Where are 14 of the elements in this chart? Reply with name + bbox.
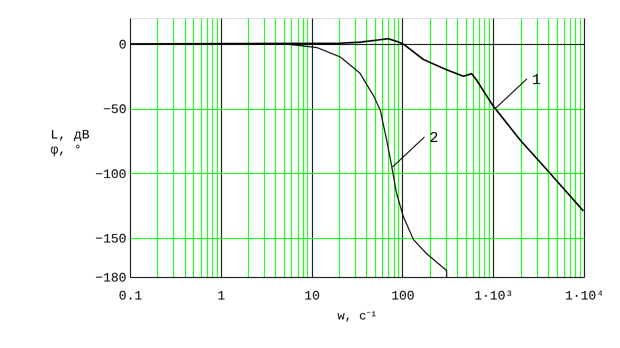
- x-tick-label: 10: [304, 288, 320, 304]
- y-tick-label: −50: [103, 102, 126, 118]
- x-tick-label: 1: [217, 288, 226, 304]
- y-tick-label: −100: [95, 166, 126, 182]
- x-axis-title: w, с⁻¹: [337, 310, 378, 324]
- y-tick-label: −150: [95, 232, 126, 247]
- y-tick-label: 0: [118, 37, 126, 52]
- y-tick-label: −180: [95, 270, 126, 286]
- text: L, дВ: [50, 128, 90, 142]
- x-tick-label: 1·10³: [474, 288, 514, 304]
- x-tick-label: 0.1: [118, 288, 142, 304]
- x-tick-label: 1·10⁴: [564, 288, 604, 304]
- text: φ, °: [50, 142, 82, 158]
- x-tick-label: 100: [391, 288, 415, 304]
